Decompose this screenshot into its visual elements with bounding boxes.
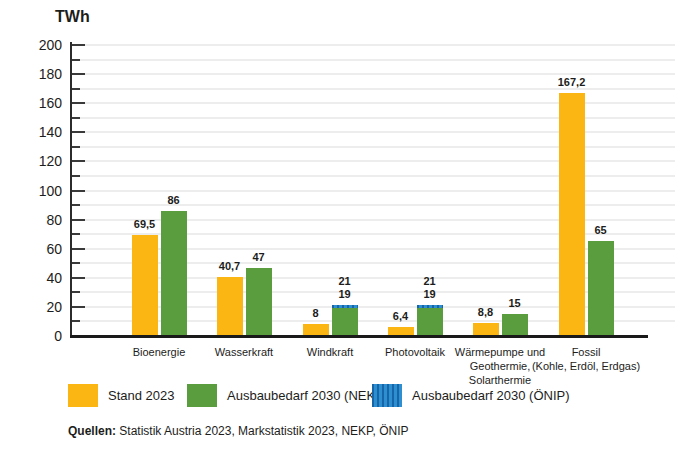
value-label-nekp-windkraft: 19: [315, 288, 375, 301]
y-axis-tick: [72, 73, 85, 75]
y-axis-tick: [72, 306, 85, 308]
y-tick-label: 160: [8, 94, 62, 112]
x-category-label-fossil: Fossil(Kohle, Erdöl, Erdgas): [506, 345, 666, 373]
legend: Stand 2023 Ausbaubedarf 2030 (NEKP) Ausb…: [0, 383, 700, 407]
y-axis-tick: [72, 204, 80, 206]
y-axis-tick: [72, 88, 80, 90]
y-axis-tick: [72, 248, 85, 250]
y-tick-label: 80: [8, 211, 62, 229]
y-tick-label: 60: [8, 240, 62, 258]
value-label-stand-bioenergie: 69,5: [115, 218, 175, 231]
legend-label-stand-2023: Stand 2023: [108, 388, 175, 403]
x-category-label-line: Fossil: [506, 345, 666, 359]
value-label-stand-photovoltaik: 6,4: [371, 310, 431, 323]
y-tick-label: 40: [8, 269, 62, 287]
value-label-nekp-wasserkraft: 47: [229, 251, 289, 264]
y-axis-tick: [72, 146, 80, 148]
y-axis-tick: [72, 190, 85, 192]
y-axis-tick: [72, 277, 85, 279]
x-axis-line: [70, 335, 648, 338]
y-tick-label: 140: [8, 123, 62, 141]
y-axis-tick: [72, 59, 80, 61]
y-tick-label: 180: [8, 65, 62, 83]
x-category-label-line: (Kohle, Erdöl, Erdgas): [506, 359, 666, 373]
value-label-nekp-photovoltaik: 19: [400, 288, 460, 301]
y-tick-label: 0: [8, 327, 62, 345]
legend-label-oenip: Ausbaubedarf 2030 (ÖNIP): [412, 388, 570, 403]
y-axis-tick: [72, 117, 80, 119]
sources-label: Quellen:: [68, 424, 116, 438]
bar-stand-2023-fossil: [559, 93, 585, 336]
value-label-nekp-fossil: 65: [571, 224, 631, 237]
bar-stand-2023-wasserkraft: [217, 277, 243, 336]
x-category-label-line: Solarthermie: [420, 373, 580, 387]
bar-nekp-wasserkraft: [246, 268, 272, 336]
plot-area: 69,586Bioenergie40,747Wasserkraft82119Wi…: [70, 45, 675, 336]
sources-line: Quellen: Statistik Austria 2023, Marksta…: [68, 424, 409, 438]
y-axis-tick: [72, 233, 80, 235]
y-axis-tick: [72, 219, 85, 221]
y-axis-tick: [72, 175, 80, 177]
value-label-stand-fossil: 167,2: [542, 76, 602, 89]
value-label-group-windkraft: 2119: [315, 275, 375, 301]
y-axis-tick: [72, 320, 80, 322]
y-axis-tick: [72, 102, 85, 104]
legend-item-nekp: Ausbaubedarf 2030 (NEKP): [187, 383, 388, 407]
legend-swatch-nekp: [187, 384, 217, 407]
bar-nekp-fossil: [588, 241, 614, 336]
y-tick-label: 20: [8, 298, 62, 316]
bar-oenip-segment-photovoltaik: [417, 305, 443, 308]
gridline: [70, 59, 675, 61]
value-label-oenip-windkraft: 21: [315, 275, 375, 288]
y-axis-tick: [72, 131, 85, 133]
bar-stand-2023-bioenergie: [132, 235, 158, 336]
y-axis-tick: [72, 44, 85, 46]
y-tick-label: 120: [8, 152, 62, 170]
y-axis-tick: [72, 291, 80, 293]
legend-label-nekp: Ausbaubedarf 2030 (NEKP): [227, 388, 388, 403]
value-label-oenip-photovoltaik: 21: [400, 275, 460, 288]
y-axis-unit-label: TWh: [55, 8, 90, 26]
legend-swatch-oenip: [372, 384, 402, 407]
value-label-group-photovoltaik: 2119: [400, 275, 460, 301]
y-tick-label: 100: [8, 182, 62, 200]
y-axis-tick: [72, 160, 85, 162]
legend-item-stand: Stand 2023: [68, 383, 175, 407]
value-label-nekp-bioenergie: 86: [144, 194, 204, 207]
sources-text: Statistik Austria 2023, Markstatistik 20…: [116, 424, 409, 438]
value-label-nekp-waermepumpe: 15: [485, 297, 545, 310]
value-label-stand-windkraft: 8: [286, 307, 346, 320]
gridline: [70, 44, 675, 46]
chart: TWh 020406080100120140160180200 69,586Bi…: [0, 0, 700, 453]
legend-swatch-stand-2023: [68, 384, 98, 407]
y-tick-label: 200: [8, 36, 62, 54]
y-axis-tick: [72, 262, 80, 264]
